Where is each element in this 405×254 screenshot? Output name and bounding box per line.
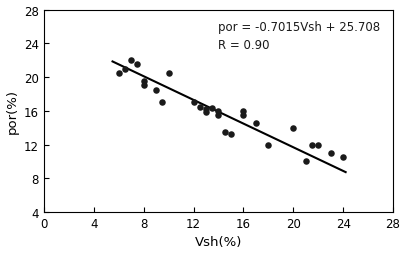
Point bbox=[140, 80, 147, 84]
X-axis label: Vsh(%): Vsh(%) bbox=[194, 235, 241, 248]
Text: por = -0.7015Vsh + 25.708: por = -0.7015Vsh + 25.708 bbox=[218, 21, 379, 34]
Point bbox=[202, 111, 209, 115]
Point bbox=[159, 101, 165, 105]
Point bbox=[240, 114, 246, 118]
Point bbox=[122, 67, 128, 71]
Point bbox=[140, 84, 147, 88]
Text: R = 0.90: R = 0.90 bbox=[218, 39, 269, 52]
Point bbox=[308, 143, 314, 147]
Point bbox=[326, 151, 333, 155]
Point bbox=[314, 143, 321, 147]
Point bbox=[302, 160, 308, 164]
Point bbox=[165, 72, 171, 76]
Point bbox=[252, 122, 258, 126]
Point bbox=[153, 88, 159, 92]
Point bbox=[209, 107, 215, 111]
Point bbox=[289, 126, 296, 130]
Point bbox=[196, 105, 202, 109]
Point bbox=[339, 155, 345, 160]
Point bbox=[264, 143, 271, 147]
Point bbox=[215, 109, 221, 113]
Point bbox=[115, 72, 122, 76]
Point bbox=[240, 109, 246, 113]
Point bbox=[215, 114, 221, 118]
Point bbox=[227, 133, 234, 137]
Point bbox=[190, 101, 196, 105]
Point bbox=[134, 63, 141, 67]
Point bbox=[202, 108, 209, 112]
Point bbox=[128, 59, 134, 63]
Y-axis label: por(%): por(%) bbox=[6, 89, 19, 134]
Point bbox=[221, 130, 228, 134]
